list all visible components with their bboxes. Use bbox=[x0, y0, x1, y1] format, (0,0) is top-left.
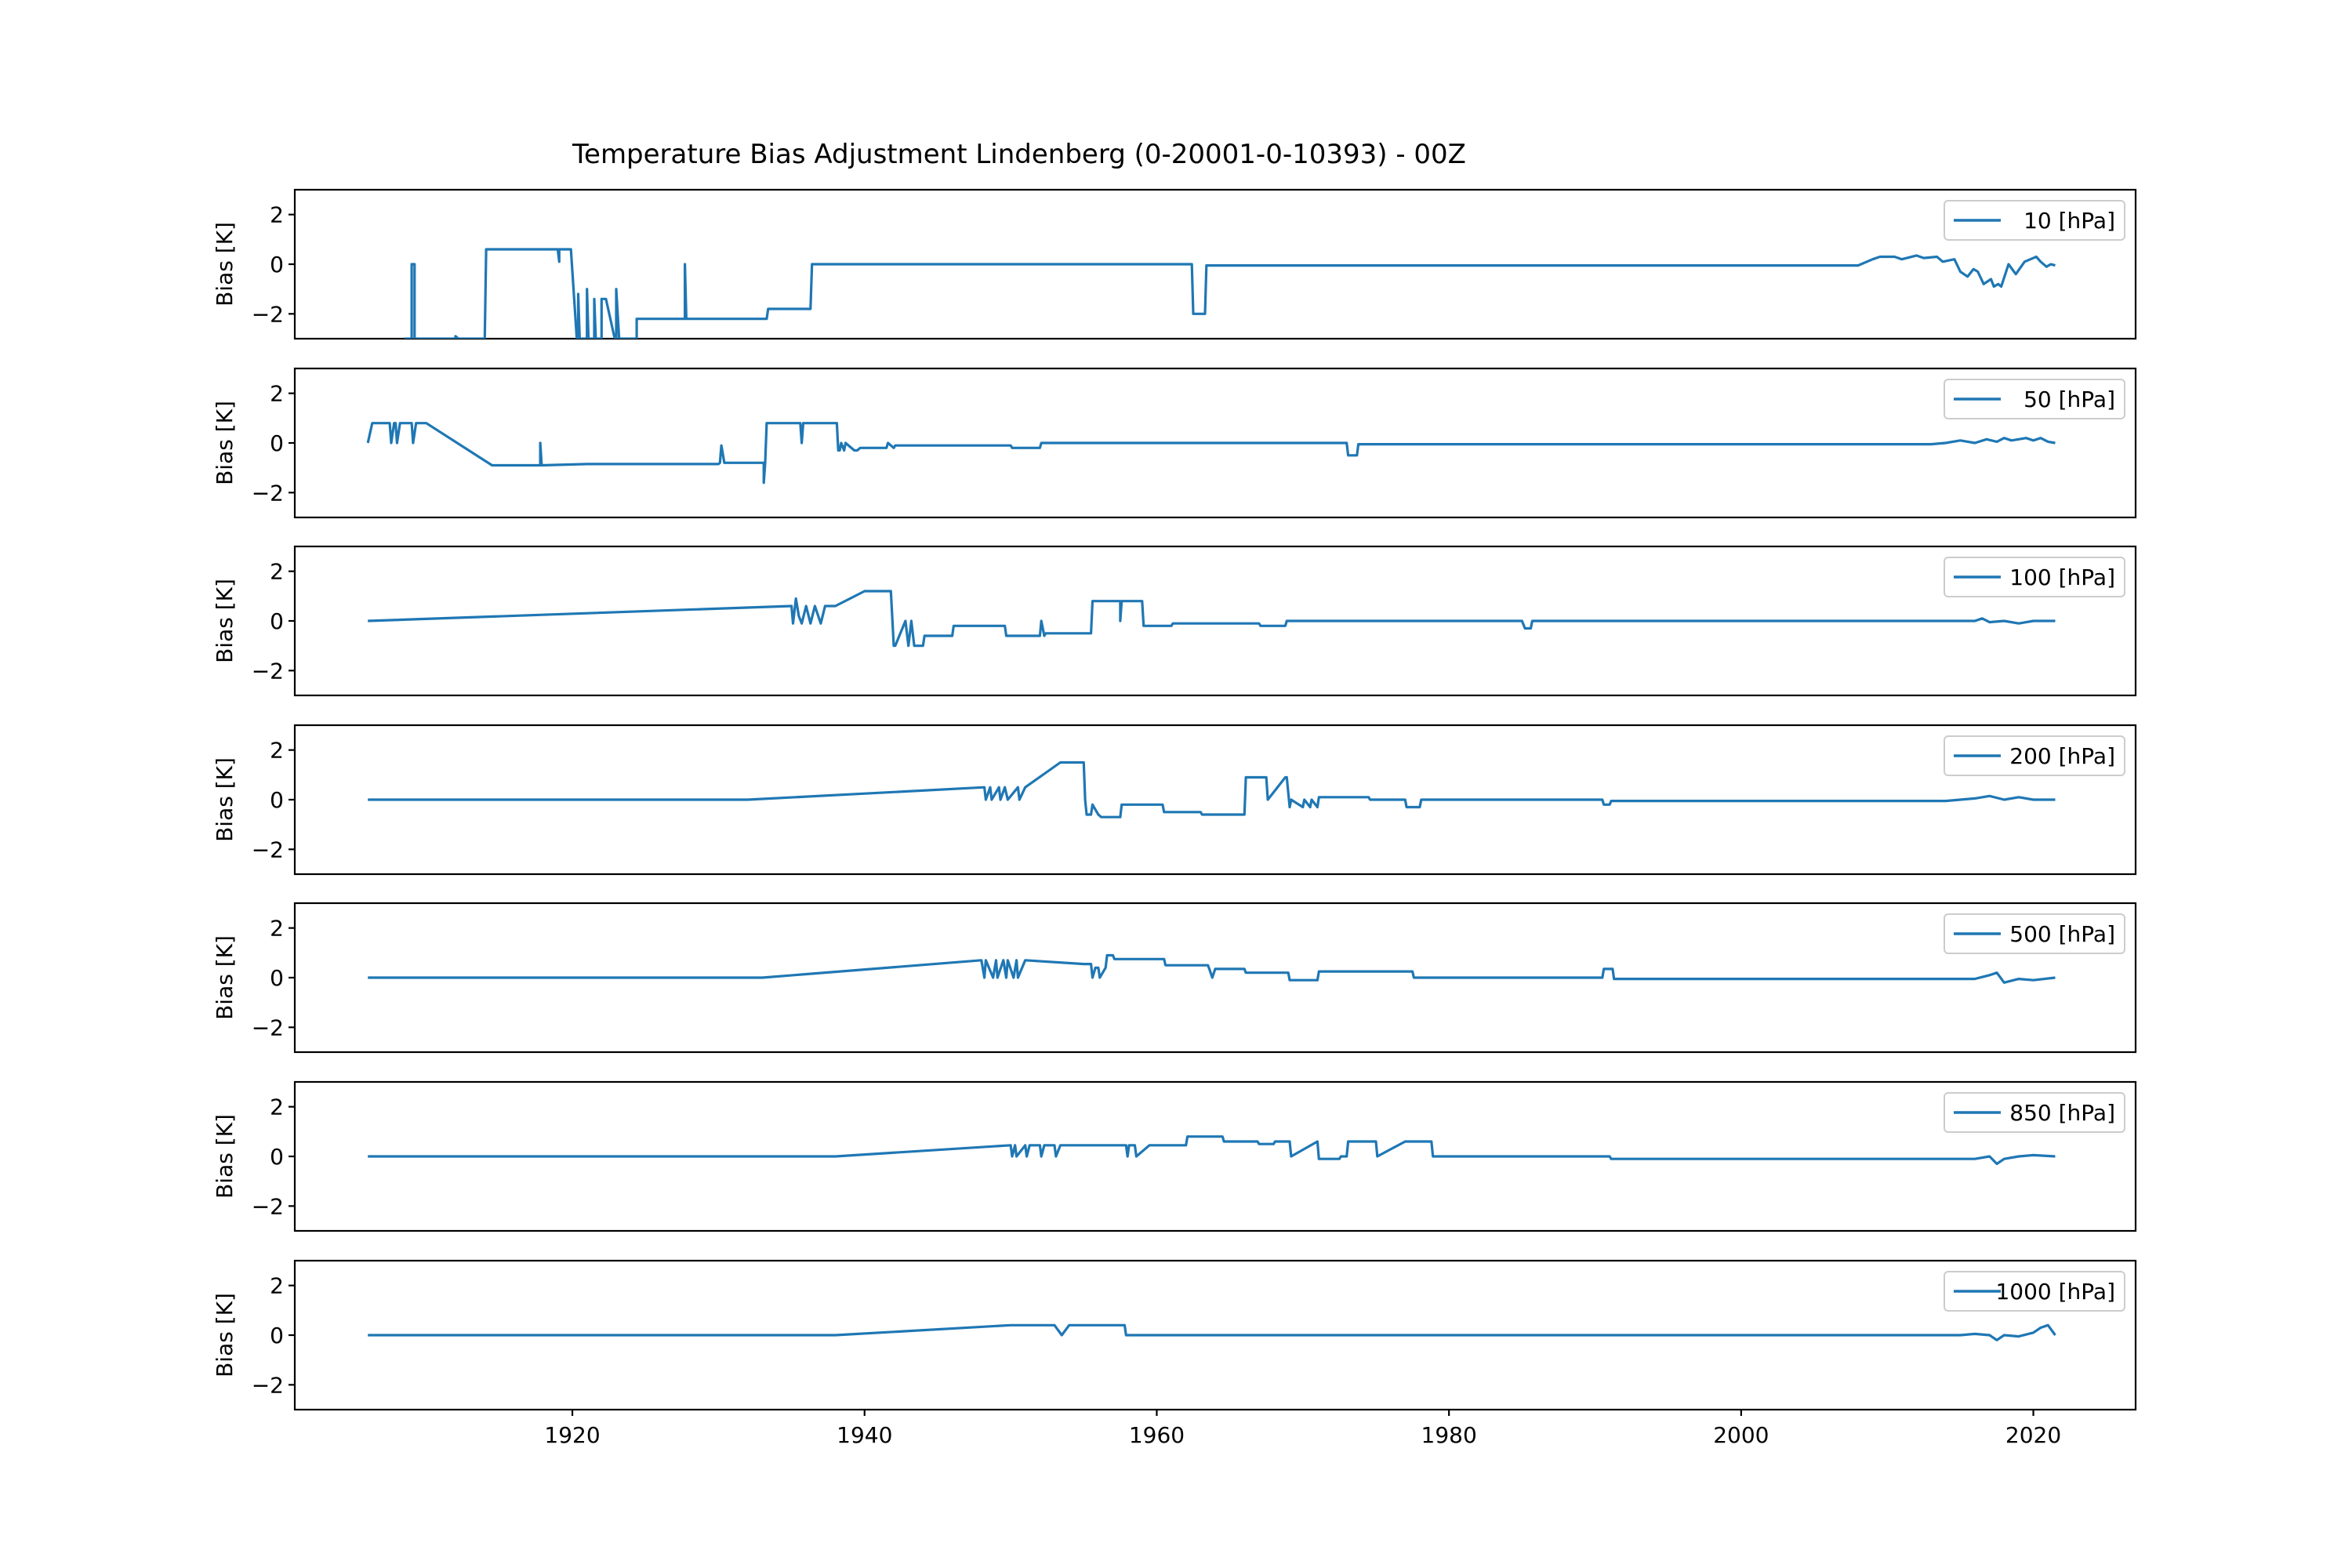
legend: 200 [hPa] bbox=[1944, 735, 2125, 776]
legend: 50 [hPa] bbox=[1944, 379, 2125, 419]
y-tick-label: 0 bbox=[270, 252, 284, 278]
y-tick-label: −2 bbox=[252, 301, 284, 327]
y-axis-label: Bias [K] bbox=[212, 935, 238, 1020]
series-line bbox=[404, 248, 2056, 339]
y-tick-label: −2 bbox=[252, 658, 284, 684]
legend-label: 1000 [hPa] bbox=[1995, 1279, 2115, 1305]
y-axis-label: Bias [K] bbox=[212, 579, 238, 663]
series-line bbox=[368, 1135, 2056, 1166]
y-tick-label: 2 bbox=[270, 381, 284, 407]
y-tick-label: −2 bbox=[252, 1193, 284, 1219]
y-axis-label: Bias [K] bbox=[212, 1293, 238, 1377]
subplot-6: −2 0 2 Bias [K] 850 [hPa] bbox=[212, 1080, 2137, 1232]
x-tick-label: 1920 bbox=[544, 1422, 600, 1448]
series-line bbox=[368, 590, 2056, 648]
legend-label: 100 [hPa] bbox=[2009, 564, 2115, 590]
x-tick-label: 1940 bbox=[837, 1422, 892, 1448]
subplot-5: −2 0 2 Bias [K] 500 [hPa] bbox=[212, 902, 2137, 1054]
legend-label: 200 [hPa] bbox=[2009, 743, 2115, 769]
legend-label: 850 [hPa] bbox=[2009, 1100, 2115, 1126]
legend-label: 500 [hPa] bbox=[2009, 921, 2115, 947]
legend-frame bbox=[1944, 1092, 2125, 1133]
y-tick-label: 2 bbox=[270, 916, 284, 942]
legend-frame bbox=[1944, 557, 2125, 597]
legend-frame bbox=[1944, 735, 2125, 776]
subplot-stack: −2 0 2 Bias [K] 10 [hPa] −2 0 2 Bias [K] 50 [hPa]… bbox=[212, 188, 2137, 1448]
series-line bbox=[368, 1323, 2056, 1341]
y-axis-label: Bias [K] bbox=[212, 757, 238, 842]
y-tick-label: 0 bbox=[270, 787, 284, 813]
x-tick-label: 1980 bbox=[1421, 1422, 1477, 1448]
y-axis-label: Bias [K] bbox=[212, 1114, 238, 1199]
y-tick-label: 2 bbox=[270, 738, 284, 764]
legend: 850 [hPa] bbox=[1944, 1092, 2125, 1133]
y-axis-label: Bias [K] bbox=[212, 222, 238, 307]
y-tick-label: −2 bbox=[252, 480, 284, 506]
chart-title: Temperature Bias Adjustment Lindenberg (… bbox=[572, 139, 1466, 170]
y-tick-label: 0 bbox=[270, 1323, 284, 1348]
series-line bbox=[368, 953, 2056, 984]
y-tick-label: −2 bbox=[252, 1372, 284, 1398]
legend: 1000 [hPa] bbox=[1944, 1271, 2125, 1312]
x-tick-label: 2000 bbox=[1713, 1422, 1769, 1448]
y-tick-label: 2 bbox=[270, 1273, 284, 1299]
y-tick-label: 2 bbox=[270, 202, 284, 228]
y-tick-label: 0 bbox=[270, 965, 284, 991]
legend: 100 [hPa] bbox=[1944, 557, 2125, 597]
y-tick-label: −2 bbox=[252, 837, 284, 862]
subplot-1: −2 0 2 Bias [K] 10 [hPa] bbox=[212, 188, 2137, 340]
legend-frame bbox=[1944, 379, 2125, 419]
x-tick-label: 2020 bbox=[2005, 1422, 2061, 1448]
legend: 500 [hPa] bbox=[1944, 913, 2125, 954]
y-tick-label: 2 bbox=[270, 1094, 284, 1120]
subplot-2: −2 0 2 Bias [K] 50 [hPa] bbox=[212, 367, 2137, 519]
legend-frame bbox=[1944, 913, 2125, 954]
legend-frame bbox=[1944, 1271, 2125, 1312]
y-tick-label: 0 bbox=[270, 608, 284, 634]
legend-frame bbox=[1944, 200, 2125, 241]
legend: 10 [hPa] bbox=[1944, 200, 2125, 241]
y-tick-label: 0 bbox=[270, 430, 284, 456]
subplot-7: −2 0 2 Bias [K] 1920 1940 1960 1980 2000 2020 1000… bbox=[212, 1259, 2137, 1448]
subplot-3: −2 0 2 Bias [K] 100 [hPa] bbox=[212, 545, 2137, 697]
y-tick-label: 2 bbox=[270, 559, 284, 585]
y-axis-label: Bias [K] bbox=[212, 401, 238, 485]
y-tick-label: −2 bbox=[252, 1014, 284, 1040]
legend-label: 10 [hPa] bbox=[2024, 208, 2115, 234]
subplot-4: −2 0 2 Bias [K] 200 [hPa] bbox=[212, 724, 2137, 876]
x-tick-label: 1960 bbox=[1129, 1422, 1185, 1448]
legend-label: 50 [hPa] bbox=[2024, 387, 2115, 412]
series-line bbox=[368, 760, 2056, 818]
y-tick-label: 0 bbox=[270, 1144, 284, 1170]
series-line bbox=[366, 422, 2056, 485]
